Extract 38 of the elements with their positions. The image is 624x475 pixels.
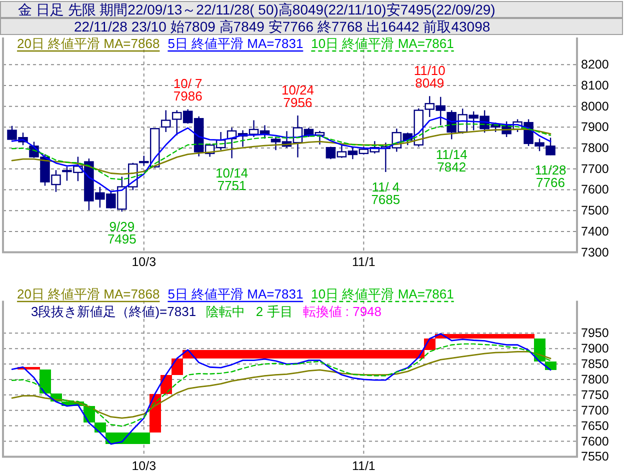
y-tick-label: 8100 bbox=[581, 78, 609, 92]
y-tick-label: 8000 bbox=[581, 99, 609, 114]
y-tick-label: 7850 bbox=[581, 357, 609, 372]
annotation: 11/ 4 7685 bbox=[371, 180, 400, 207]
annotation: 転換値 : 7948 bbox=[302, 304, 382, 319]
chart-title: 金 日足 先限 期間22/09/13～22/11/28( 50)高8049(22/11/10)安7495(22/09/29) bbox=[18, 2, 496, 18]
annotation: 10/14 7751 bbox=[216, 166, 248, 194]
y-tick-label: 8200 bbox=[581, 58, 609, 72]
annotation: 11/28 7766 bbox=[534, 162, 566, 190]
y-tick-label: 7700 bbox=[581, 403, 609, 418]
chart-subtitle: 22/11/28 23/10 始7809 高7849 安7766 終7768 出16442 前取43098 bbox=[74, 18, 490, 34]
y-tick-label: 7400 bbox=[581, 224, 609, 238]
y-tick-label: 7600 bbox=[581, 434, 609, 448]
y-tick-label: 7800 bbox=[581, 372, 609, 386]
x-tick-label: 11/1 bbox=[352, 255, 376, 269]
annotation: 陰転中 2 手目 bbox=[206, 304, 293, 319]
y-tick-label: 7700 bbox=[581, 162, 609, 176]
y-tick-label: 7300 bbox=[581, 245, 609, 260]
annotation: 3段抜き新値足（終値)=7831 bbox=[31, 304, 196, 319]
legend: 20日 終値平滑 MA=7868 5日 終値平滑 MA=7831 10日 終値平滑 MA=7861 bbox=[17, 286, 454, 302]
x-tick-label: 10/3 bbox=[132, 459, 156, 473]
y-tick-label: 7500 bbox=[581, 204, 609, 218]
x-tick-label: 10/3 bbox=[132, 255, 156, 269]
annotation: 11/14 7842 bbox=[436, 146, 468, 174]
y-tick-label: 7550 bbox=[581, 450, 609, 464]
y-tick-label: 7800 bbox=[581, 141, 609, 156]
y-tick-label: 7900 bbox=[581, 342, 609, 356]
y-tick-label: 7600 bbox=[581, 182, 609, 197]
y-tick-label: 7950 bbox=[581, 326, 609, 340]
x-tick-label: 11/1 bbox=[352, 459, 376, 473]
y-tick-label: 7650 bbox=[581, 418, 609, 433]
annotation: 10/ 7 7986 bbox=[173, 76, 202, 104]
y-tick-label: 7750 bbox=[581, 388, 609, 402]
legend: 20日 終値平滑 MA=7868 5日 終値平滑 MA=7831 10日 終値平滑 MA=7861 bbox=[17, 36, 454, 52]
annotation: 9/29 7495 bbox=[107, 219, 136, 247]
y-tick-label: 7900 bbox=[581, 120, 609, 134]
annotation: 10/24 7956 bbox=[281, 82, 314, 110]
annotation: 11/10 8049 bbox=[414, 63, 446, 91]
